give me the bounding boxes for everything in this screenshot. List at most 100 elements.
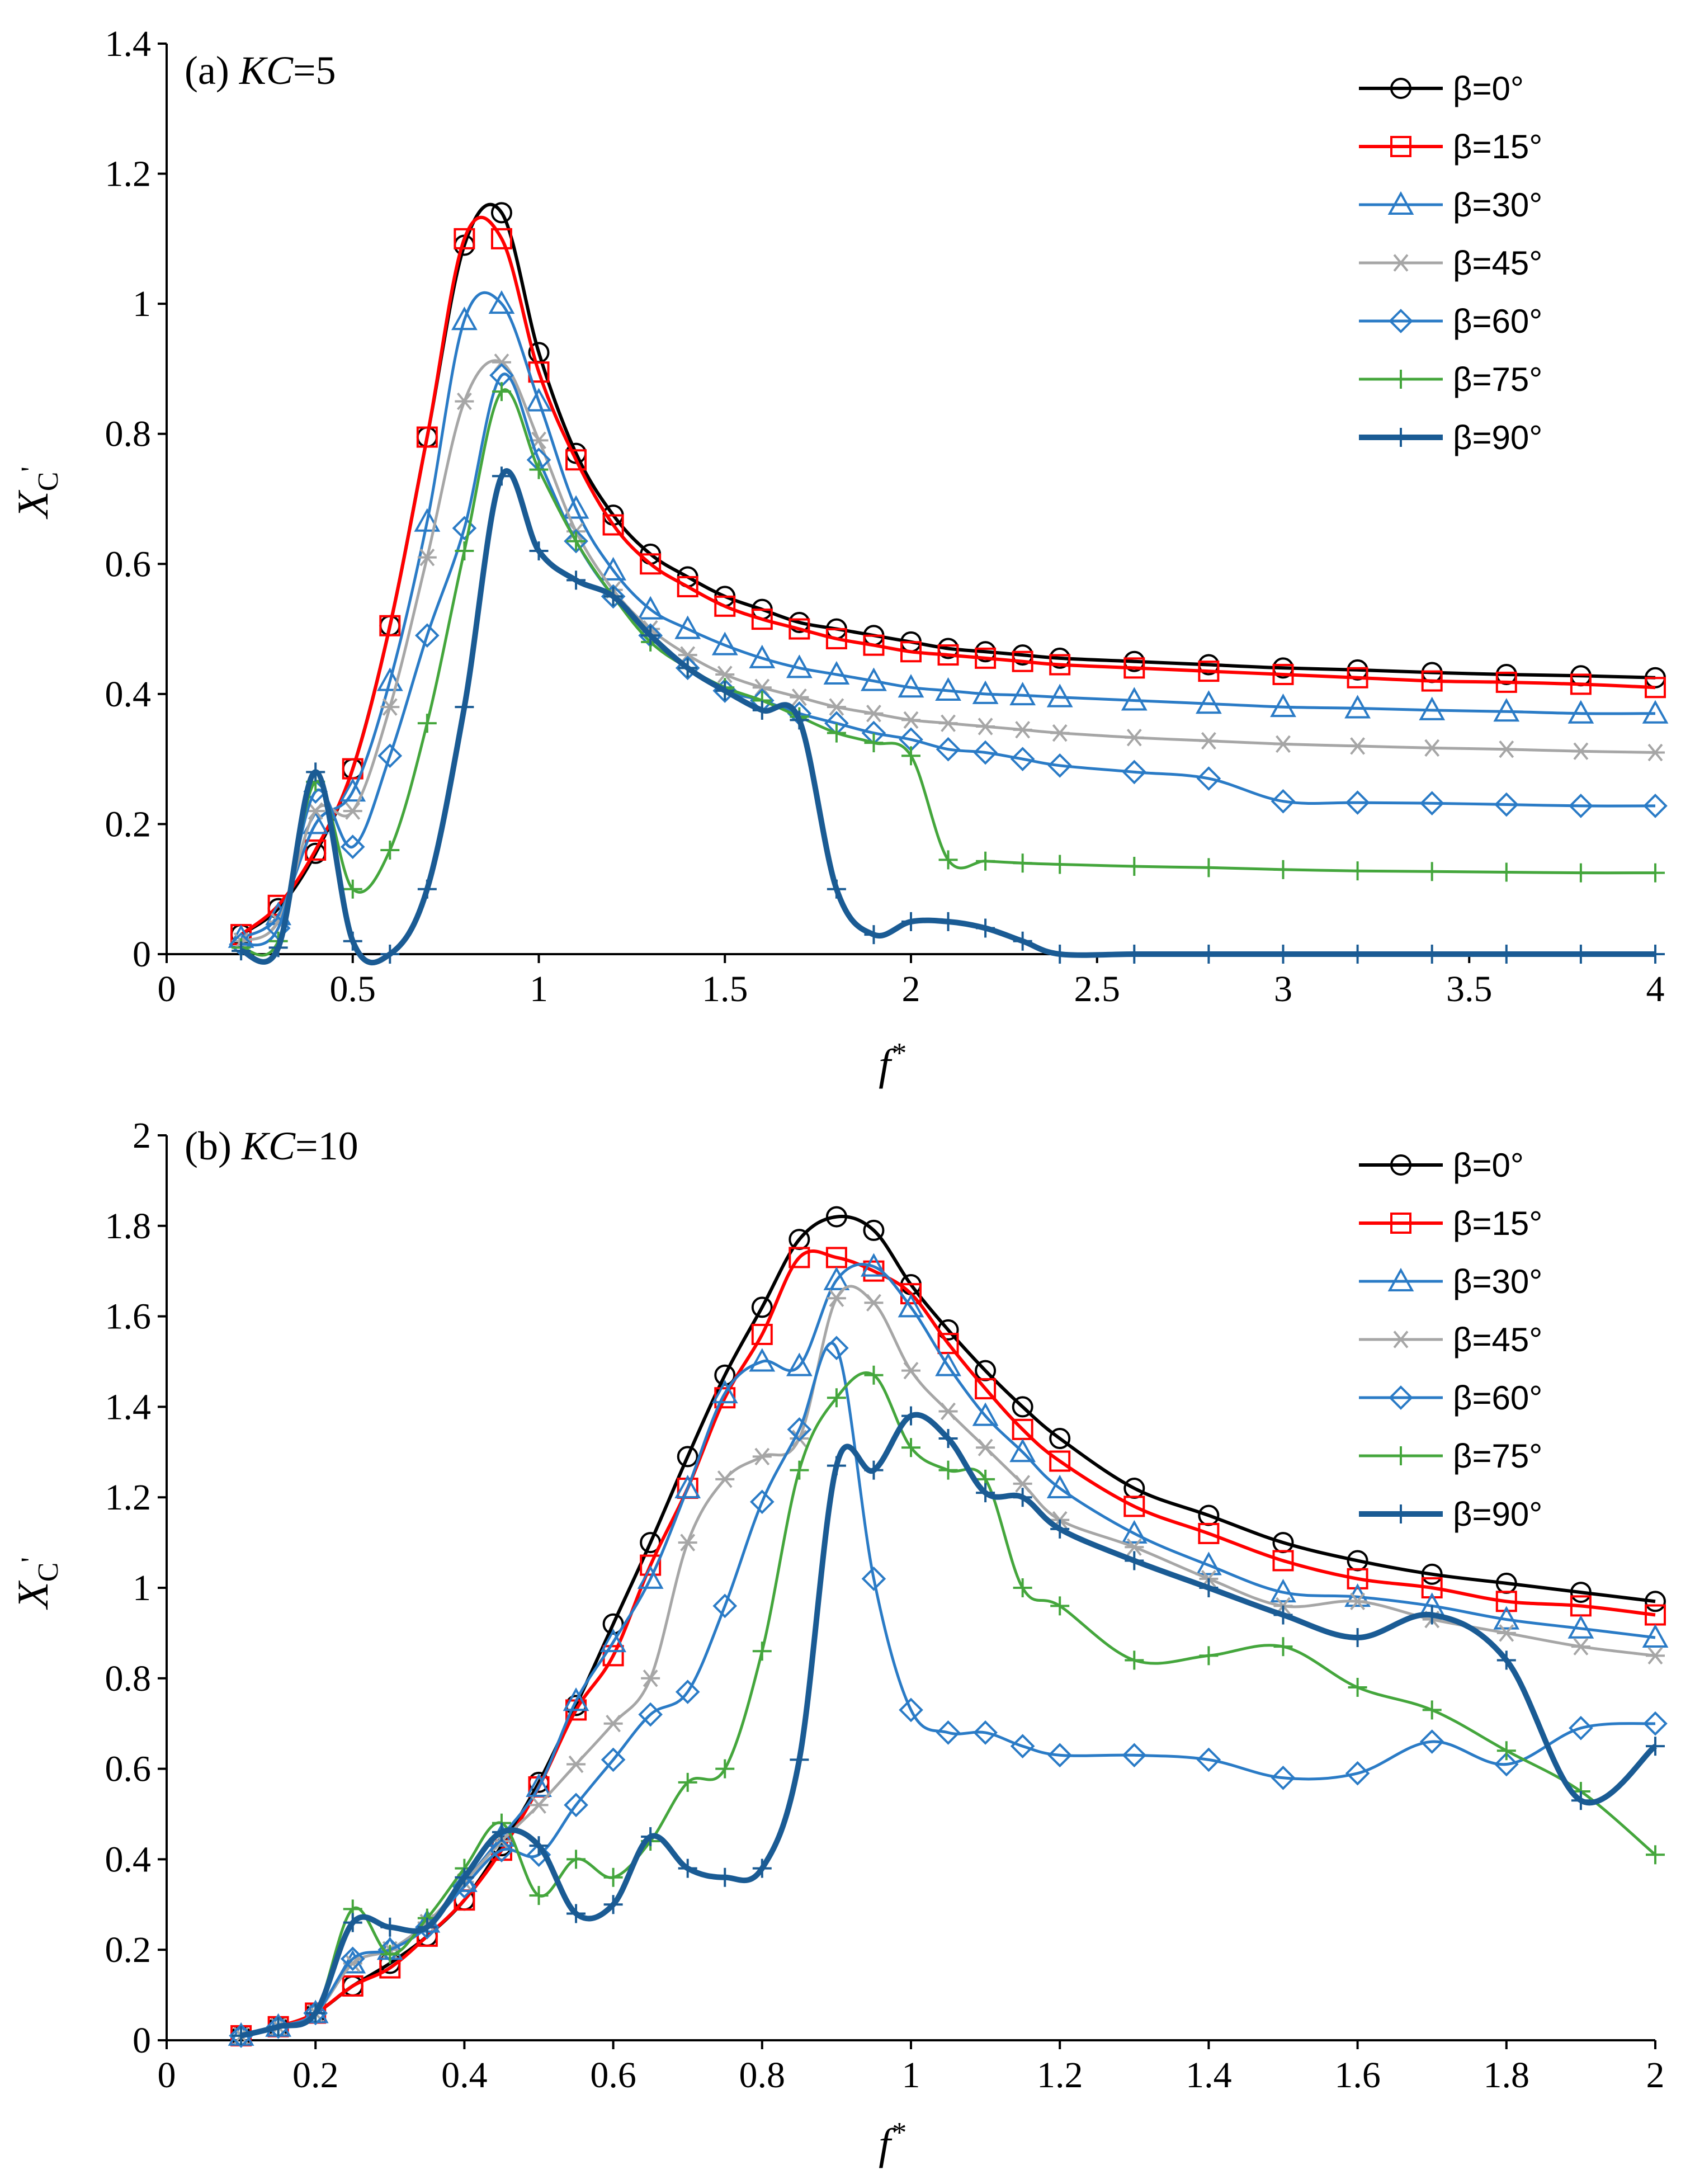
legend-marker (1390, 1154, 1411, 1176)
data-point (972, 680, 999, 704)
data-point (1013, 721, 1032, 739)
data-point (751, 1296, 773, 1318)
data-point (1571, 863, 1590, 883)
data-point (976, 1438, 995, 1456)
data-point (1493, 698, 1520, 722)
data-point (790, 1460, 809, 1480)
data-point (451, 306, 478, 331)
data-point (1199, 732, 1219, 750)
data-point (1125, 1551, 1144, 1570)
data-point (823, 1266, 850, 1290)
data-point (1010, 1734, 1035, 1758)
data-point (1050, 1596, 1070, 1616)
data-point (1569, 1715, 1593, 1740)
data-point (490, 228, 512, 249)
data-point (976, 851, 995, 871)
data-point (1348, 945, 1367, 964)
data-point (454, 228, 475, 249)
data-point (492, 466, 511, 486)
data-point (526, 388, 552, 412)
data-point (827, 723, 846, 743)
data-point (789, 1247, 810, 1268)
data-point (603, 1714, 623, 1733)
series-2 (230, 215, 1666, 946)
series-6 (232, 1365, 1665, 2045)
legend-marker (1391, 370, 1410, 389)
data-point (678, 1772, 697, 1792)
series-7 (232, 466, 1665, 966)
legend-marker (1391, 254, 1410, 272)
data-point (1046, 1474, 1073, 1499)
x-tick-label: 2 (902, 969, 920, 1010)
y-tick-label: 1.6 (105, 1296, 152, 1337)
data-point (1348, 1677, 1367, 1697)
data-point (790, 1750, 809, 1770)
legend-label: β=75° (1453, 1437, 1542, 1475)
data-point (1013, 931, 1032, 951)
data-point (1422, 862, 1442, 881)
data-point (417, 1917, 437, 1937)
data-point (935, 1352, 961, 1376)
data-point (603, 587, 623, 606)
y-axis-label: XC' (8, 466, 64, 520)
legend-item: β=0° (1359, 70, 1524, 107)
data-point (789, 618, 810, 640)
x-tick-label: 2.5 (1074, 969, 1121, 1010)
data-point (1496, 1624, 1516, 1642)
data-point (1121, 1520, 1148, 1544)
series-line (240, 202, 1656, 936)
data-point (489, 1838, 514, 1863)
data-point (678, 658, 697, 678)
data-point (1270, 693, 1296, 718)
data-point (492, 382, 511, 402)
data-point (492, 1822, 511, 1842)
legend-item: β=0° (1359, 1147, 1524, 1184)
y-axis-label: XC' (8, 1557, 64, 1610)
legend-item: β=45° (1359, 1321, 1542, 1358)
legend-label: β=60° (1453, 1379, 1542, 1417)
x-tick-label: 3 (1274, 969, 1292, 1010)
data-point (1272, 663, 1294, 685)
legend-item: β=90° (1359, 1496, 1542, 1533)
data-point (975, 647, 997, 669)
x-tick-label: 1.5 (702, 969, 748, 1010)
x-tick-label: 4 (1646, 969, 1665, 1010)
data-point (863, 1219, 885, 1241)
data-point (1272, 1550, 1294, 1572)
series-line (240, 1412, 1658, 2039)
legend-item: β=15° (1359, 128, 1542, 166)
data-point (641, 1669, 660, 1687)
legend-item: β=90° (1359, 419, 1542, 456)
legend: β=0° β=15° β=30° β=45° β=60° β=75° β=90° (1359, 1147, 1542, 1533)
data-point (938, 1402, 958, 1421)
y-tick-label: 1 (133, 1568, 151, 1608)
data-point (901, 1361, 920, 1380)
x-tick-label: 0.8 (739, 2055, 786, 2096)
data-point (749, 1489, 775, 1515)
legend-marker (1387, 1267, 1414, 1291)
data-point (564, 1793, 588, 1818)
data-point (1013, 1475, 1032, 1493)
data-point (823, 661, 850, 685)
data-point (526, 1773, 552, 1797)
data-point (1125, 857, 1144, 876)
y-tick-label: 0 (133, 2020, 151, 2061)
panel-label: (a) KC=5 (185, 48, 336, 93)
data-point (1419, 1729, 1444, 1754)
y-tick-label: 0.4 (105, 674, 152, 715)
data-point (1196, 1747, 1221, 1772)
data-point (675, 1680, 700, 1704)
data-point (901, 912, 920, 931)
data-point (1049, 654, 1071, 676)
legend-item: β=30° (1359, 1263, 1542, 1300)
data-point (1495, 671, 1517, 693)
series-line (240, 468, 1655, 966)
data-point (1645, 1591, 1666, 1612)
data-point (1496, 1741, 1516, 1761)
data-point (674, 615, 701, 639)
data-point (711, 1380, 738, 1404)
data-point (1121, 687, 1148, 711)
data-point (565, 449, 587, 471)
data-point (379, 615, 401, 636)
